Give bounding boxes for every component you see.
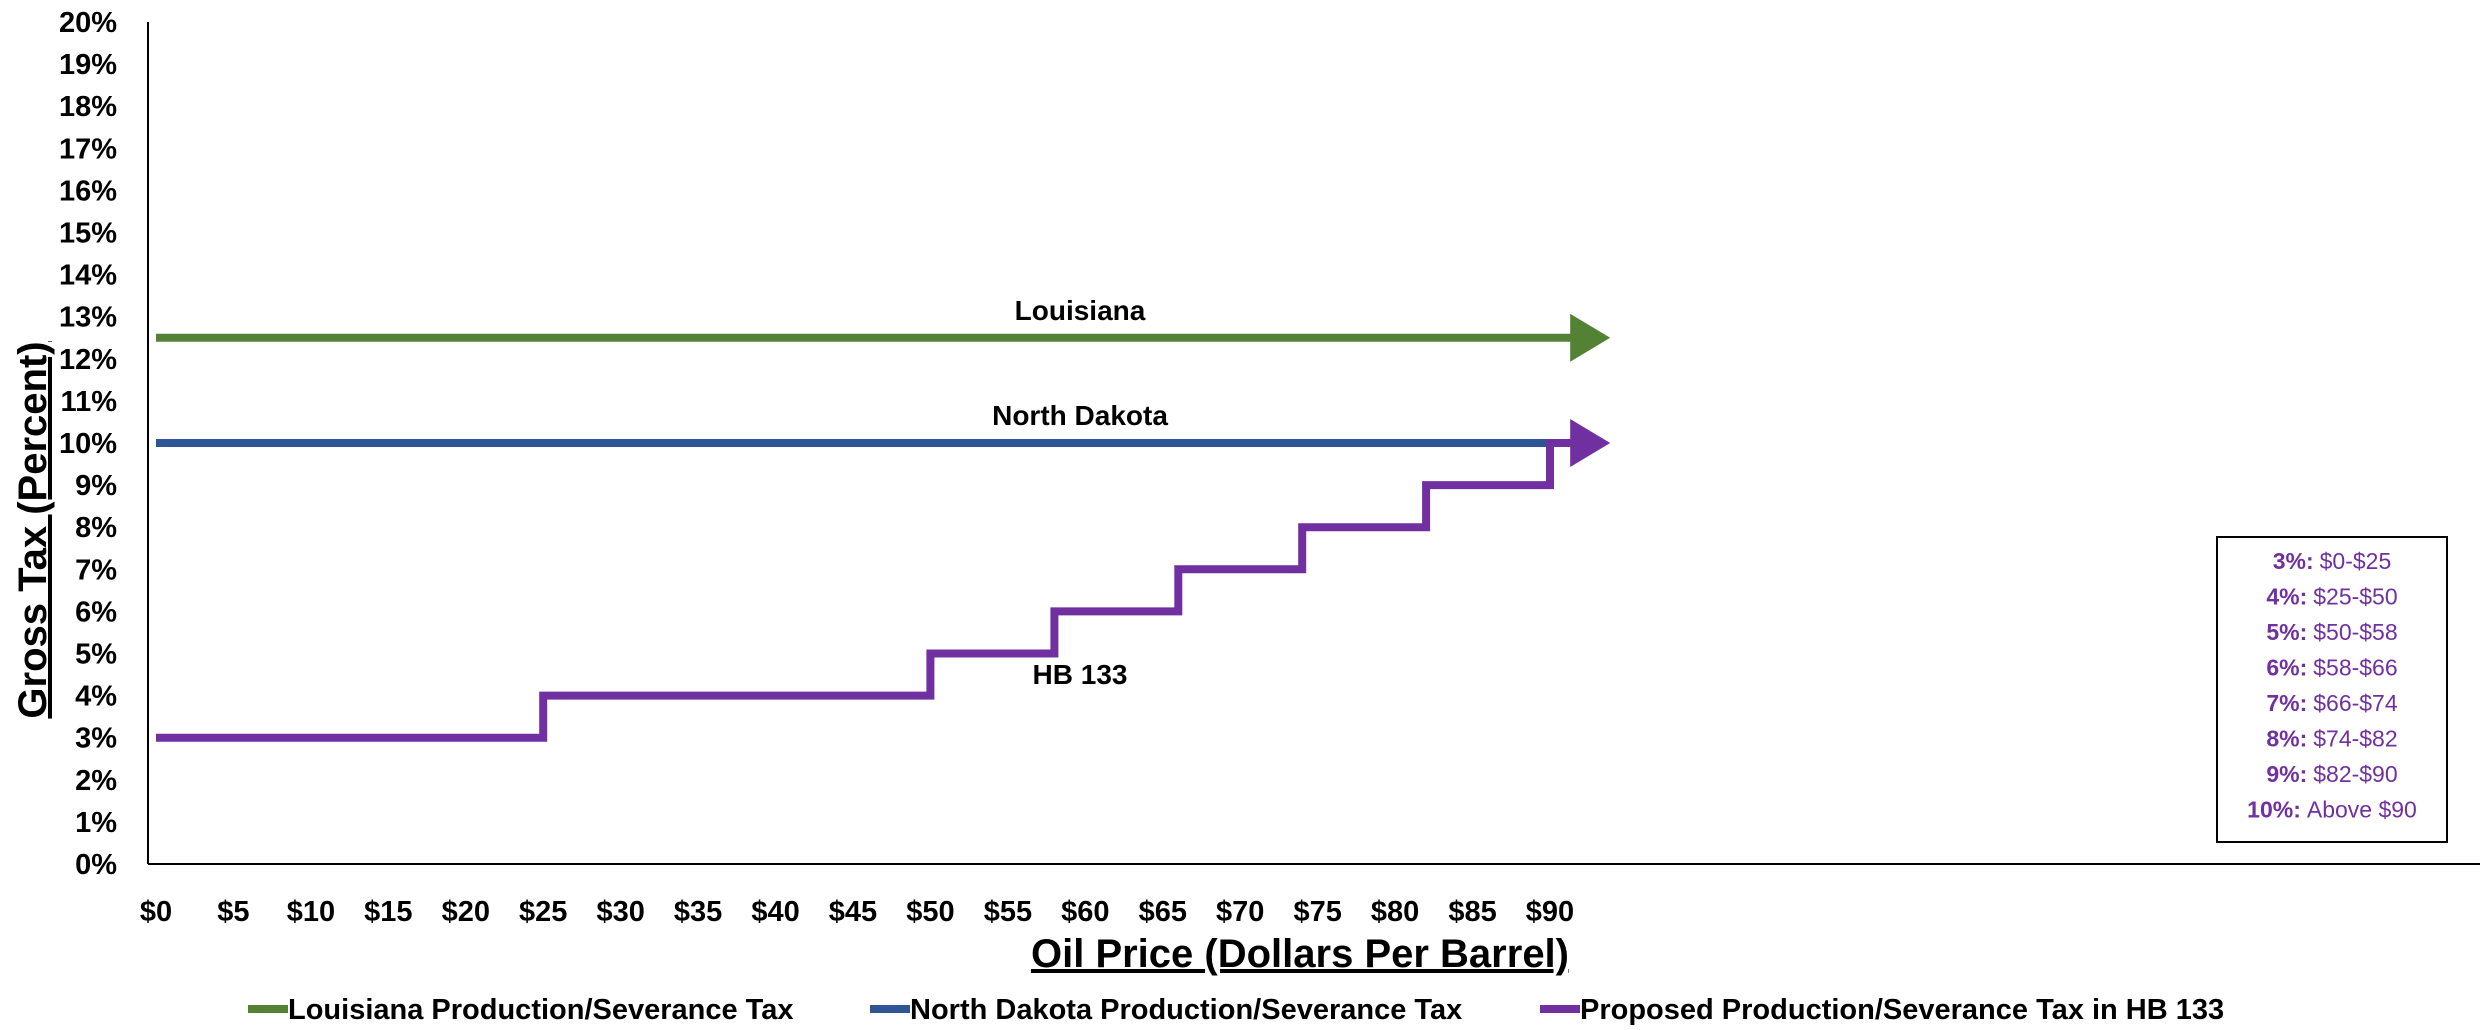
rate-schedule-rate: 5%: (2266, 619, 2307, 645)
x-tick-label: $75 (1293, 896, 1341, 928)
series-label-hb133: HB 133 (1033, 659, 1128, 690)
x-tick-label: $10 (287, 896, 335, 928)
rate-schedule-row: 5%: $50-$58 (2266, 619, 2397, 645)
x-tick-label: $65 (1139, 896, 1187, 928)
x-tick-label: $5 (217, 896, 249, 928)
rate-schedule-rate: 6%: (2266, 655, 2307, 681)
x-tick-label: $40 (751, 896, 799, 928)
legend-label: North Dakota Production/Severance Tax (910, 994, 1462, 1026)
rate-schedule-row: 3%: $0-$25 (2273, 548, 2392, 574)
y-axis-tick-labels: 0% 1% 2% 3% 4% 5% 6% 7% 8% 9% 10% 11% 12% 13% 14% 15% 16… (59, 7, 117, 881)
legend-label: Louisiana Production/Severance Tax (288, 994, 794, 1026)
series-lines (156, 313, 1611, 742)
y-tick-label: 0% (75, 849, 117, 881)
rate-schedule-row: 10%: Above $90 (2247, 797, 2417, 823)
rate-schedule-rate: 7%: (2266, 690, 2307, 716)
rate-schedule-rate: 9%: (2266, 761, 2307, 787)
legend-item-north-dakota: North Dakota Production/Severance Tax (870, 994, 1462, 1026)
y-tick-label: 14% (59, 260, 117, 292)
y-tick-label: 6% (75, 596, 117, 628)
rate-schedule-range: $58-$66 (2313, 655, 2397, 681)
rate-schedule-border (2216, 536, 2448, 843)
x-tick-label: $20 (442, 896, 490, 928)
y-tick-label: 3% (75, 723, 117, 755)
x-tick-label: $45 (829, 896, 877, 928)
rate-schedule-range: $0-$25 (2320, 548, 2392, 574)
rate-schedule-range: Above $90 (2307, 797, 2417, 823)
x-tick-label: $90 (1526, 896, 1574, 928)
rate-schedule-rows: 3%: $0-$254%: $25-$505%: $50-$586%: $58-$667… (2247, 548, 2417, 823)
x-tick-label: $25 (519, 896, 567, 928)
x-axis-title: Oil Price (Dollars Per Barrel) (1031, 932, 1569, 976)
rate-schedule-box: 3%: $0-$254%: $25-$505%: $50-$586%: $58-$667… (2216, 536, 2448, 843)
x-tick-label: $80 (1371, 896, 1419, 928)
y-tick-label: 5% (75, 639, 117, 671)
y-tick-label: 20% (59, 7, 117, 39)
y-tick-label: 10% (59, 428, 117, 460)
rate-schedule-range: $50-$58 (2313, 619, 2397, 645)
x-tick-label: $0 (140, 896, 172, 928)
rate-schedule-rate: 10%: (2247, 797, 2301, 823)
series-label-louisiana: Louisiana (1015, 295, 1146, 326)
rate-schedule-range: $74-$82 (2313, 726, 2397, 752)
y-tick-label: 4% (75, 681, 117, 713)
y-tick-label: 7% (75, 554, 117, 586)
x-tick-label: $35 (674, 896, 722, 928)
rate-schedule-row: 7%: $66-$74 (2266, 690, 2398, 716)
y-tick-label: 2% (75, 765, 117, 797)
series-label-north-dakota: North Dakota (992, 400, 1168, 431)
rate-schedule-rate: 4%: (2266, 584, 2307, 610)
x-tick-label: $85 (1448, 896, 1496, 928)
rate-schedule-rate: 8%: (2266, 726, 2307, 752)
x-tick-label: $70 (1216, 896, 1264, 928)
x-tick-label: $15 (364, 896, 412, 928)
rate-schedule-range: $66-$74 (2313, 690, 2398, 716)
y-tick-label: 15% (59, 218, 117, 250)
series-line-hb133 (156, 419, 1611, 742)
y-tick-label: 11% (61, 386, 118, 418)
y-tick-label: 17% (59, 133, 117, 165)
legend-item-hb133: Proposed Production/Severance Tax in HB … (1540, 994, 2224, 1026)
x-tick-label: $55 (984, 896, 1032, 928)
rate-schedule-row: 6%: $58-$66 (2266, 655, 2397, 681)
rate-schedule-row: 8%: $74-$82 (2266, 726, 2397, 752)
y-tick-label: 1% (75, 807, 117, 839)
y-tick-label: 12% (59, 344, 117, 376)
legend-item-louisiana: Louisiana Production/Severance Tax (248, 994, 794, 1026)
x-tick-label: $50 (906, 896, 954, 928)
y-axis-title: Gross Tax (Percent) (11, 341, 55, 718)
rate-schedule-rate: 3%: (2273, 548, 2314, 574)
x-axis-tick-labels: $0 $5 $10 $15 $20 $25 $30 $35 $40 $45 $50 $55 $60 $65… (140, 896, 1574, 928)
rate-schedule-range: $82-$90 (2313, 761, 2397, 787)
rate-schedule-row: 4%: $25-$50 (2266, 584, 2397, 610)
x-tick-label: $60 (1061, 896, 1109, 928)
y-tick-label: 18% (59, 91, 117, 123)
y-tick-label: 19% (59, 49, 117, 81)
legend: Louisiana Production/Severance Tax North … (248, 994, 2224, 1026)
legend-label: Proposed Production/Severance Tax in HB … (1580, 994, 2224, 1026)
y-tick-label: 8% (75, 512, 117, 544)
y-tick-label: 13% (59, 302, 117, 334)
y-tick-label: 9% (75, 470, 117, 502)
rate-schedule-row: 9%: $82-$90 (2266, 761, 2397, 787)
y-tick-label: 16% (59, 175, 117, 207)
rate-schedule-range: $25-$50 (2313, 584, 2397, 610)
x-tick-label: $30 (596, 896, 644, 928)
